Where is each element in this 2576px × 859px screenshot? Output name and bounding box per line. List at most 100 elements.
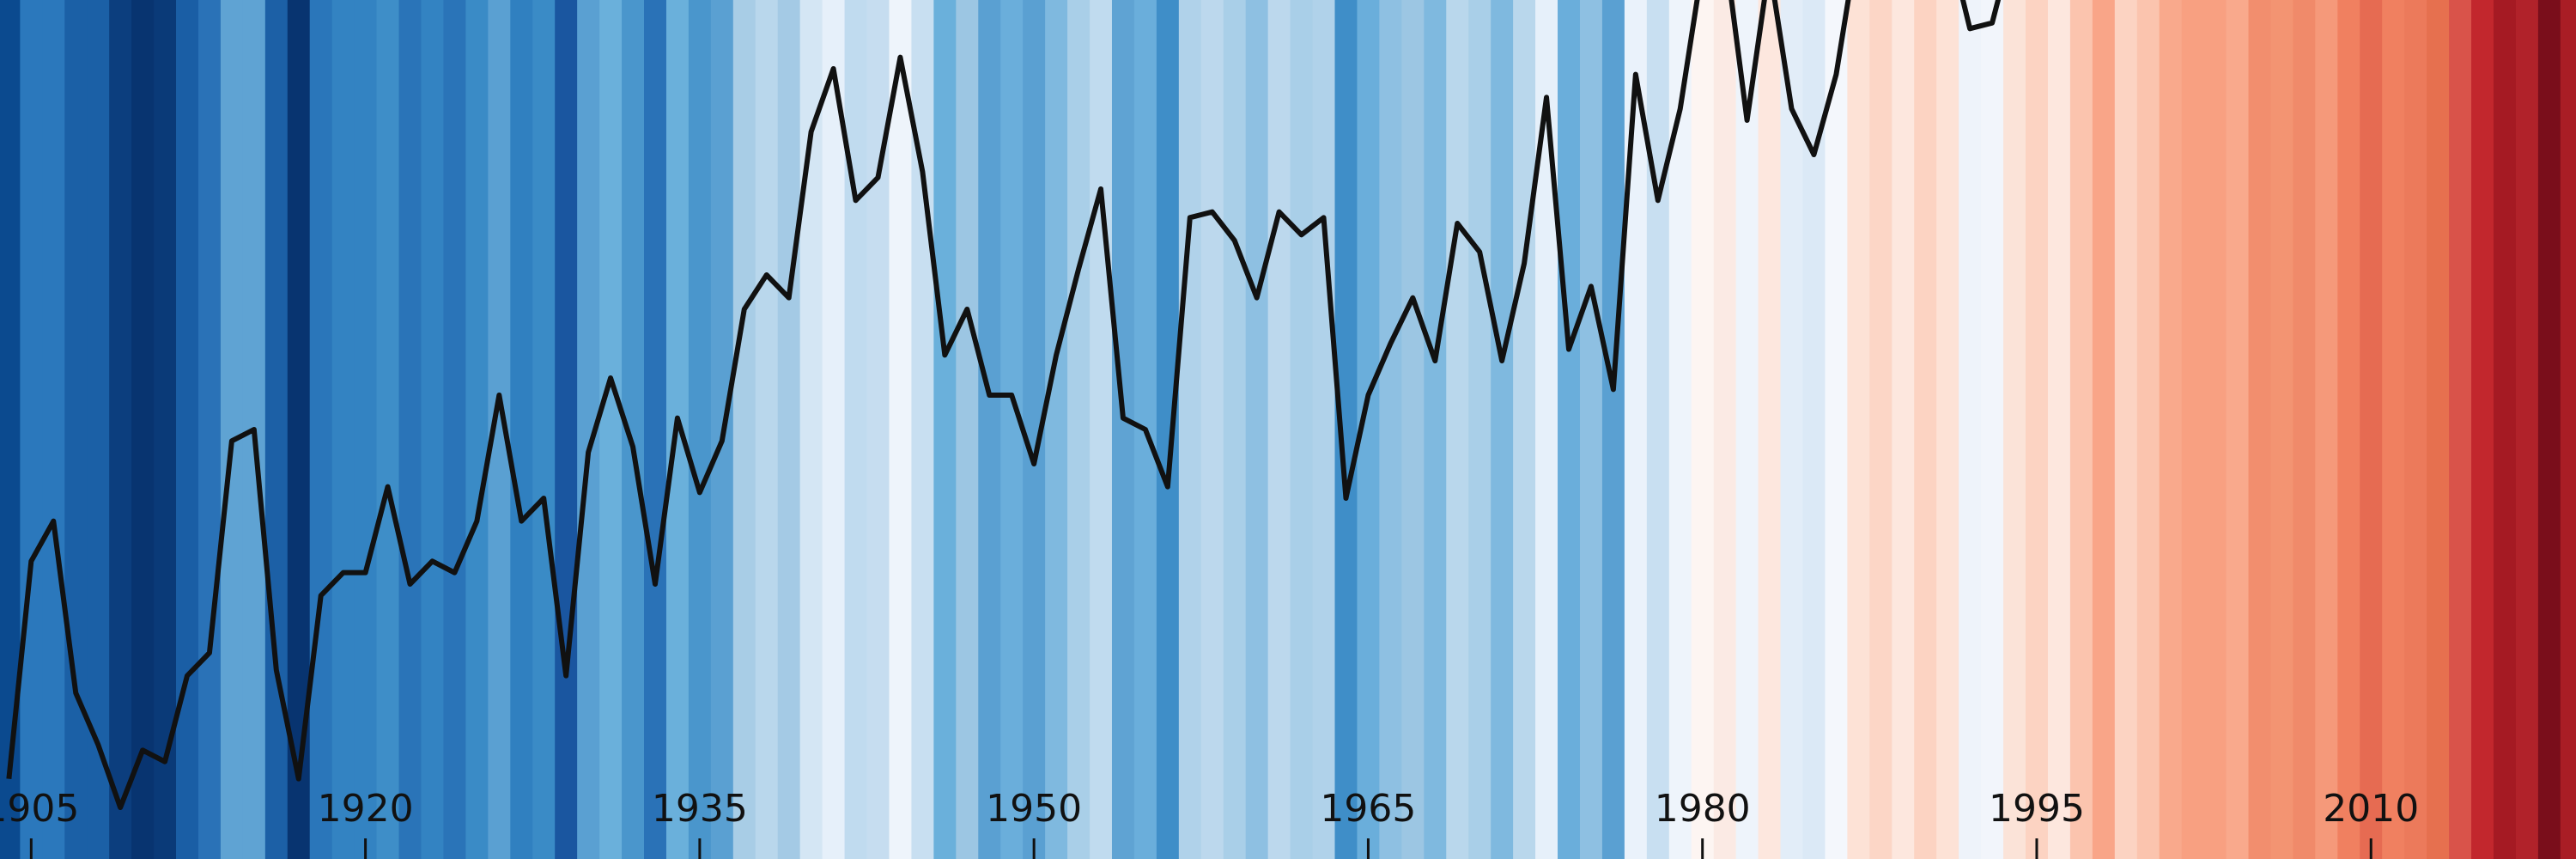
x-tick-label: 1905: [0, 787, 79, 831]
stripe: [1446, 0, 1469, 859]
stripe: [1892, 0, 1915, 859]
stripe: [2003, 0, 2026, 859]
x-tick-label: 2010: [2323, 787, 2419, 831]
x-tick-label: 1980: [1655, 787, 1751, 831]
stripe: [1468, 0, 1492, 859]
stripe: [2537, 0, 2561, 859]
stripe: [644, 0, 667, 859]
stripe: [1111, 0, 1135, 859]
stripe: [688, 0, 712, 859]
x-tick-label: 1920: [318, 787, 414, 831]
stripe: [599, 0, 623, 859]
stripe: [176, 0, 199, 859]
stripe: [2449, 0, 2472, 859]
stripe: [465, 0, 489, 859]
stripe: [1646, 0, 1670, 859]
stripe: [2203, 0, 2227, 859]
x-tick-label: 1935: [652, 787, 748, 831]
stripe: [354, 0, 378, 859]
stripe: [1558, 0, 1581, 859]
stripe: [822, 0, 846, 859]
stripe: [2471, 0, 2494, 859]
stripe: [555, 0, 578, 859]
line-layer: [6, 0, 2002, 810]
stripe: [889, 0, 913, 859]
stripe: [421, 0, 445, 859]
stripe: [1713, 0, 1737, 859]
stripe: [1735, 0, 1759, 859]
stripe: [331, 0, 355, 859]
stripe: [1290, 0, 1314, 859]
stripe: [1513, 0, 1536, 859]
stripe: [2293, 0, 2316, 859]
stripe: [2515, 0, 2539, 859]
stripe: [510, 0, 533, 859]
stripe: [1245, 0, 1269, 859]
x-tick-label: 1995: [1989, 787, 2085, 831]
stripe: [398, 0, 422, 859]
temperature-line: [6, 0, 2002, 810]
stripe: [1379, 0, 1402, 859]
stripe: [109, 0, 132, 859]
stripe: [2315, 0, 2338, 859]
stripe: [1156, 0, 1180, 859]
stripe: [1959, 0, 1982, 859]
stripe: [2025, 0, 2049, 859]
stripe: [755, 0, 779, 859]
stripe: [1491, 0, 1514, 859]
stripe: [2404, 0, 2427, 859]
stripe: [2092, 0, 2116, 859]
stripe: [933, 0, 957, 859]
stripe: [2337, 0, 2360, 859]
stripe: [1200, 0, 1224, 859]
stripe: [1067, 0, 1091, 859]
stripe: [956, 0, 979, 859]
stripe: [1847, 0, 1870, 859]
stripe: [732, 0, 756, 859]
stripe: [777, 0, 801, 859]
stripe: [131, 0, 155, 859]
stripe: [20, 0, 43, 859]
stripe: [64, 0, 88, 859]
stripe: [2360, 0, 2383, 859]
stripe: [309, 0, 333, 859]
stripe: [1579, 0, 1603, 859]
stripe: [1401, 0, 1425, 859]
stripe: [1312, 0, 1336, 859]
stripe: [2427, 0, 2450, 859]
stripe: [376, 0, 400, 859]
stripe: [1981, 0, 2004, 859]
stripe: [2560, 0, 2576, 859]
stripe: [532, 0, 556, 859]
stripe: [1780, 0, 1804, 859]
stripe: [1758, 0, 1782, 859]
stripe: [2181, 0, 2205, 859]
x-tick-label: 1965: [1320, 787, 1416, 831]
stripe: [1267, 0, 1291, 859]
stripe: [2136, 0, 2160, 859]
stripe: [1424, 0, 1447, 859]
stripe: [2114, 0, 2138, 859]
stripe: [264, 0, 289, 859]
stripe: [2069, 0, 2093, 859]
stripe: [1601, 0, 1625, 859]
stripe: [197, 0, 222, 859]
x-axis: 1905 1920 1935 1950 1965 1980 1995 2010: [0, 787, 2419, 859]
stripe: [1090, 0, 1113, 859]
stripe: [87, 0, 110, 859]
stripe: [2493, 0, 2517, 859]
stripe: [1691, 0, 1715, 859]
stripe: [1825, 0, 1848, 859]
stripe: [2382, 0, 2405, 859]
stripe: [978, 0, 1001, 859]
x-tick-label: 1950: [986, 787, 1082, 831]
stripe: [2248, 0, 2272, 859]
stripe: [154, 0, 177, 859]
stripe: [1936, 0, 1959, 859]
stripe: [1668, 0, 1692, 859]
stripe: [1045, 0, 1068, 859]
stripe: [1223, 0, 1247, 859]
stripe: [443, 0, 466, 859]
